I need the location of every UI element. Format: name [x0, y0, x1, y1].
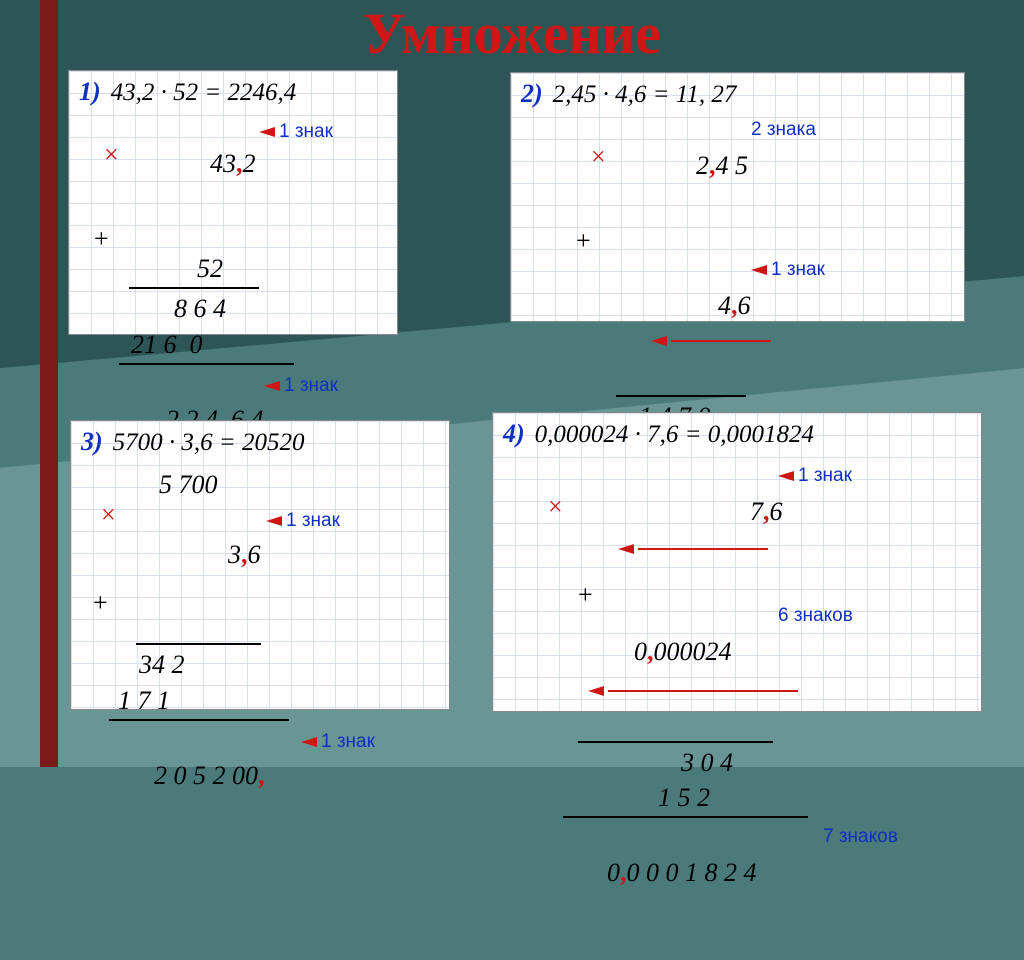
arrow-left-icon [651, 336, 667, 346]
index-4: 4) [503, 419, 525, 448]
note: 1 знак [778, 463, 852, 489]
note: 1 знак [264, 373, 338, 399]
note: 1 знак [751, 257, 825, 283]
operand: 5 700 [81, 467, 439, 502]
example-1: 1) 43,2 · 52 = 2246,4 × 43,2 1 знак 52 +… [68, 70, 398, 335]
result: 0 [607, 858, 620, 887]
example-2: 2) 2,45 · 4,6 = 11, 27 × 2,4 5 2 знака 4… [510, 72, 965, 322]
arrow-line [638, 548, 768, 550]
rule-line [616, 395, 746, 397]
rule-line [136, 643, 261, 645]
arrow-long [651, 321, 771, 356]
operand: 2 [696, 151, 709, 180]
operand: 4 5 [716, 151, 749, 180]
equation-1: 43,2 · 52 = 2246,4 [111, 79, 297, 106]
partial: 1 5 2 [503, 780, 971, 815]
accent-bar [40, 0, 58, 767]
rule-line [563, 816, 808, 818]
operand: 000024 [654, 637, 732, 666]
partial: 34 2 [81, 647, 439, 682]
operand: 6 [738, 291, 751, 320]
arrow-left-icon [264, 381, 280, 391]
plus-icon: + [576, 223, 591, 258]
arrow-left-icon [618, 544, 634, 554]
plus-icon: + [578, 577, 593, 612]
rule-line [109, 719, 289, 721]
arrow-line [671, 340, 771, 342]
example-4: 4) 0,000024 · 7,6 = 0,0001824 × 7,6 1 зн… [492, 412, 982, 712]
note: 1 знак [266, 508, 340, 534]
result: 0 0 0 1 8 2 4 [627, 858, 757, 887]
operand: 52 [79, 251, 387, 286]
note: 1 знак [301, 729, 375, 755]
operand: 3 [228, 540, 241, 569]
operand: 4 [718, 291, 731, 320]
arrow-left-icon [588, 686, 604, 696]
example-3: 3) 5700 · 3,6 = 20520 × 5 700 3,6 1 знак… [70, 420, 450, 710]
arrow-line [608, 690, 798, 692]
index-1: 1) [79, 77, 101, 106]
operand: 6 [248, 540, 261, 569]
arrow-long [588, 671, 798, 706]
note: 6 знаков [778, 603, 853, 629]
rule-line [119, 363, 294, 365]
operand: 0 [634, 637, 647, 666]
partial: 3 0 4 [503, 745, 971, 780]
operand: 43 [210, 149, 236, 178]
page-title: Умножение [0, 0, 1024, 67]
arrow-left-icon [751, 265, 767, 275]
note: 2 знака [751, 117, 816, 143]
plus-icon: + [94, 221, 109, 256]
partial: 8 6 4 [79, 291, 387, 326]
rule-line [578, 741, 773, 743]
note: 7 знаков [823, 824, 898, 850]
rule-line [129, 287, 259, 289]
operand: 6 [770, 497, 783, 526]
index-3: 3) [81, 427, 103, 456]
arrow-left-icon [259, 127, 275, 137]
note: 1 знак [259, 119, 333, 145]
operand: 2 [243, 149, 256, 178]
equation-4: 0,000024 · 7,6 = 0,0001824 [535, 421, 814, 448]
comma-icon: , [258, 761, 265, 790]
arrow-left-icon [778, 471, 794, 481]
operand: 7 [750, 497, 763, 526]
arrow-left-icon [266, 516, 282, 526]
arrow-left-icon [301, 737, 317, 747]
equation-2: 2,45 · 4,6 = 11, 27 [553, 81, 737, 108]
partial: 21 6 0 [79, 327, 387, 362]
result: 2 0 5 2 00 [154, 761, 258, 790]
plus-icon: + [93, 585, 108, 620]
equation-3: 5700 · 3,6 = 20520 [113, 429, 305, 456]
arrow-long [618, 529, 768, 564]
partial: 1 7 1 [81, 683, 439, 718]
index-2: 2) [521, 79, 543, 108]
